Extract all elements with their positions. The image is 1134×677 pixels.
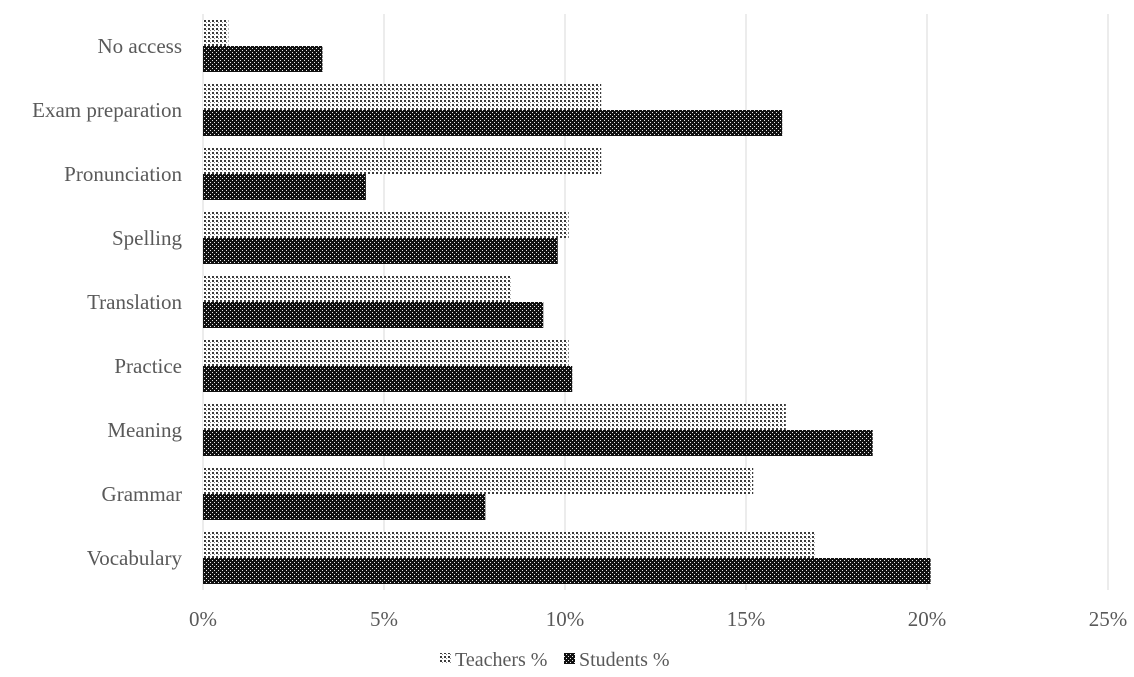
legend-swatch: [564, 653, 575, 664]
bar-teachers-no-access: [203, 20, 229, 46]
category-label: Grammar: [102, 482, 182, 506]
bar-teachers-practice: [203, 340, 569, 366]
category-label: Exam preparation: [32, 98, 182, 122]
x-axis-tick-labels: 0% 5% 10% 15% 20% 25%: [189, 607, 1127, 631]
bar-students-translation: [203, 302, 544, 328]
bar-teachers-grammar: [203, 468, 754, 494]
x-tick-label: 5%: [370, 607, 398, 631]
bar-students-no-access: [203, 46, 323, 72]
bar-students-meaning: [203, 430, 873, 456]
legend-label: Teachers %: [455, 649, 547, 671]
category-label: Spelling: [112, 226, 183, 250]
bar-teachers-spelling: [203, 212, 569, 238]
bar-teachers-exam-preparation: [203, 84, 602, 110]
bar-teachers-meaning: [203, 404, 786, 430]
bar-students-grammar: [203, 494, 486, 520]
category-label: Translation: [87, 290, 182, 314]
bar-students-pronunciation: [203, 174, 366, 200]
legend-swatch: [440, 653, 451, 664]
x-tick-label: 15%: [727, 607, 766, 631]
category-label: No access: [97, 34, 182, 58]
bar-students-spelling: [203, 238, 558, 264]
bar-students-practice: [203, 366, 573, 392]
x-tick-label: 10%: [546, 607, 585, 631]
category-label: Practice: [114, 354, 182, 378]
category-label: Meaning: [107, 418, 182, 442]
category-label: Pronunciation: [64, 162, 182, 186]
legend: Teachers % Students %: [440, 649, 670, 671]
bar-students-vocabulary: [203, 558, 931, 584]
bars: [203, 20, 931, 584]
bar-teachers-translation: [203, 276, 511, 302]
x-tick-label: 20%: [908, 607, 947, 631]
legend-label: Students %: [579, 649, 670, 671]
bar-students-exam-preparation: [203, 110, 783, 136]
bar-teachers-vocabulary: [203, 532, 815, 558]
bar-teachers-pronunciation: [203, 148, 602, 174]
category-labels: No access Exam preparation Pronunciation Sp…: [32, 34, 182, 570]
category-label: Vocabulary: [87, 546, 183, 570]
x-tick-label: 0%: [189, 607, 217, 631]
x-tick-label: 25%: [1089, 607, 1128, 631]
